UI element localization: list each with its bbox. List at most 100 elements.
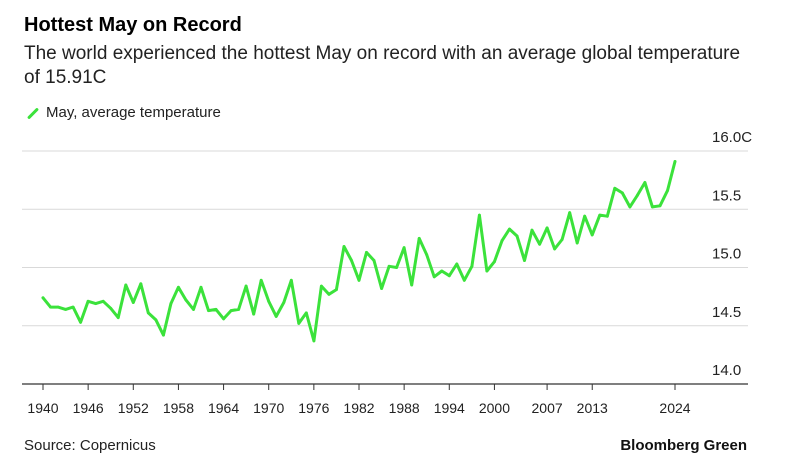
data-point (598, 213, 602, 217)
data-point (342, 245, 346, 248)
data-point (320, 284, 323, 288)
data-point (508, 227, 511, 231)
x-tick-label: 1994 (434, 400, 465, 416)
data-point (470, 264, 474, 268)
data-point (605, 214, 609, 218)
data-point (79, 320, 82, 324)
data-point (590, 233, 594, 237)
x-tick-label: 1964 (208, 400, 239, 416)
data-point (237, 308, 241, 311)
y-tick-label: 14.0 (712, 362, 741, 379)
data-point (643, 181, 647, 184)
legend: May, average temperature (24, 104, 221, 121)
data-point (500, 239, 504, 243)
data-point (380, 287, 383, 290)
data-point (410, 283, 414, 287)
data-point (545, 226, 549, 230)
data-point (493, 260, 496, 264)
data-point (207, 309, 210, 312)
y-tick-label: 14.5 (712, 304, 741, 321)
data-point (530, 228, 534, 232)
x-tick-label: 1952 (118, 400, 149, 416)
data-point (658, 204, 662, 208)
data-point (575, 241, 579, 245)
data-point (357, 278, 361, 282)
data-point (365, 251, 368, 254)
data-point (417, 237, 421, 240)
x-tick-label: 1940 (27, 400, 58, 416)
data-point (139, 282, 143, 286)
data-point (335, 288, 338, 291)
data-point (71, 305, 75, 309)
data-point (222, 317, 226, 321)
series-line (41, 160, 677, 343)
data-point (462, 278, 466, 282)
data-point (455, 262, 459, 266)
x-tick-label: 1946 (73, 400, 104, 416)
data-point (387, 264, 391, 268)
data-point (447, 274, 451, 278)
data-point (169, 302, 173, 305)
data-point (297, 322, 301, 325)
data-point (613, 186, 617, 190)
legend-label: May, average temperature (46, 104, 221, 121)
data-point (402, 246, 406, 250)
data-point (538, 242, 541, 246)
x-tick-label: 2013 (577, 400, 608, 416)
data-point (372, 259, 376, 262)
data-point (628, 205, 632, 209)
data-point (154, 318, 158, 322)
data-point (651, 205, 654, 209)
data-point (184, 298, 188, 302)
y-tick-label: 15.0 (712, 246, 741, 263)
data-point (312, 339, 316, 343)
data-point (636, 193, 639, 197)
data-point (560, 238, 564, 241)
data-point (440, 269, 444, 273)
data-point (214, 308, 218, 311)
data-point (425, 253, 429, 257)
data-point (267, 299, 271, 303)
data-point (432, 275, 436, 279)
data-point (199, 285, 203, 289)
data-point (94, 302, 98, 305)
data-point (244, 284, 248, 288)
data-point (478, 213, 481, 217)
data-point (350, 259, 353, 262)
x-tick-label: 1970 (253, 400, 284, 416)
y-tick-label: 15.5 (712, 187, 741, 204)
x-tick-label: 1976 (298, 400, 329, 416)
data-point (259, 278, 263, 282)
data-point (583, 214, 587, 218)
data-point (282, 301, 286, 304)
data-point (101, 299, 105, 303)
data-point (666, 189, 669, 193)
x-tick-label: 2000 (479, 400, 510, 416)
data-point (327, 292, 331, 296)
data-point (109, 306, 113, 310)
chart-title: Hottest May on Record (24, 14, 242, 36)
data-point (86, 299, 90, 303)
data-point (192, 308, 195, 311)
data-point (289, 278, 293, 282)
data-point (177, 285, 180, 289)
data-point (553, 247, 556, 251)
x-tick-label: 2007 (532, 400, 563, 416)
data-point (41, 296, 45, 300)
data-point (523, 259, 526, 262)
data-point (568, 211, 572, 215)
data-point (274, 315, 278, 318)
x-tick-label: 1982 (343, 400, 374, 416)
data-point (162, 333, 165, 337)
x-tick-label: 1988 (389, 400, 420, 416)
data-point (116, 316, 120, 319)
data-point (395, 266, 398, 269)
data-point (124, 283, 128, 287)
chart-subtitle: The world experienced the hottest May on… (24, 43, 741, 88)
data-point (485, 269, 489, 273)
data-point (252, 312, 256, 316)
data-point (304, 311, 308, 315)
data-point (56, 305, 60, 309)
source-note: Source: Copernicus (24, 437, 156, 454)
